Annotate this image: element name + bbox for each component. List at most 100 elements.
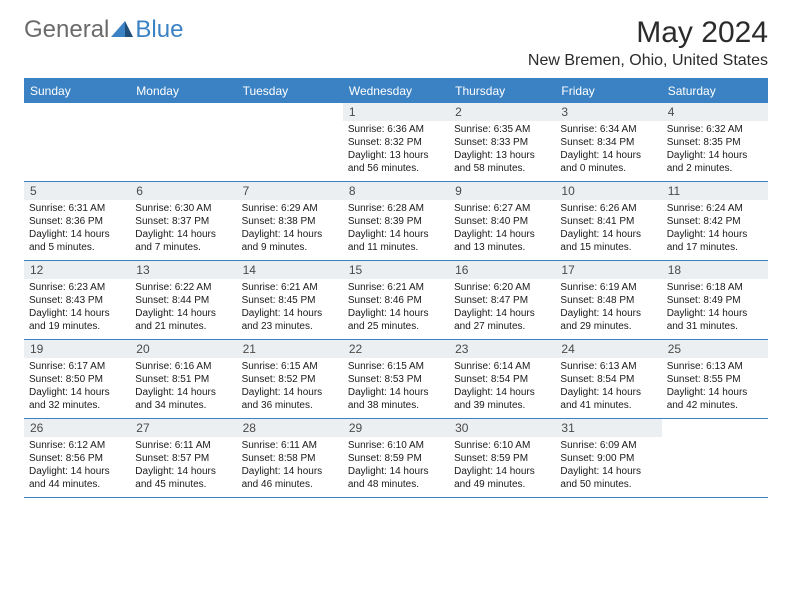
day-number: 29 bbox=[343, 419, 449, 437]
week-row: 1Sunrise: 6:36 AMSunset: 8:32 PMDaylight… bbox=[24, 103, 768, 182]
day-cell: 20Sunrise: 6:16 AMSunset: 8:51 PMDayligh… bbox=[130, 340, 236, 418]
day-info: Sunrise: 6:15 AMSunset: 8:52 PMDaylight:… bbox=[237, 358, 343, 416]
day-info: Sunrise: 6:10 AMSunset: 8:59 PMDaylight:… bbox=[449, 437, 555, 495]
sunrise-text: Sunrise: 6:21 AM bbox=[348, 281, 444, 294]
day-number: 10 bbox=[555, 182, 661, 200]
day-number: 28 bbox=[237, 419, 343, 437]
sunrise-text: Sunrise: 6:27 AM bbox=[454, 202, 550, 215]
day-number: 14 bbox=[237, 261, 343, 279]
sunset-text: Sunset: 8:50 PM bbox=[29, 373, 125, 386]
day-info: Sunrise: 6:36 AMSunset: 8:32 PMDaylight:… bbox=[343, 121, 449, 179]
weekday-header: Sunday bbox=[24, 79, 130, 103]
sunrise-text: Sunrise: 6:31 AM bbox=[29, 202, 125, 215]
sunset-text: Sunset: 8:37 PM bbox=[135, 215, 231, 228]
sunrise-text: Sunrise: 6:15 AM bbox=[242, 360, 338, 373]
sunset-text: Sunset: 8:33 PM bbox=[454, 136, 550, 149]
daylight-text: Daylight: 14 hours and 45 minutes. bbox=[135, 465, 231, 491]
location-subtitle: New Bremen, Ohio, United States bbox=[528, 52, 768, 70]
daylight-text: Daylight: 14 hours and 38 minutes. bbox=[348, 386, 444, 412]
sunset-text: Sunset: 8:36 PM bbox=[29, 215, 125, 228]
daylight-text: Daylight: 13 hours and 56 minutes. bbox=[348, 149, 444, 175]
logo-triangle-icon bbox=[111, 21, 133, 39]
sunset-text: Sunset: 8:46 PM bbox=[348, 294, 444, 307]
sunrise-text: Sunrise: 6:16 AM bbox=[135, 360, 231, 373]
day-cell: 25Sunrise: 6:13 AMSunset: 8:55 PMDayligh… bbox=[662, 340, 768, 418]
day-number: 2 bbox=[449, 103, 555, 121]
sunset-text: Sunset: 8:42 PM bbox=[667, 215, 763, 228]
day-number: 22 bbox=[343, 340, 449, 358]
day-info: Sunrise: 6:21 AMSunset: 8:46 PMDaylight:… bbox=[343, 279, 449, 337]
sunset-text: Sunset: 8:53 PM bbox=[348, 373, 444, 386]
day-cell bbox=[130, 103, 236, 181]
day-info: Sunrise: 6:32 AMSunset: 8:35 PMDaylight:… bbox=[662, 121, 768, 179]
weekday-header: Saturday bbox=[662, 79, 768, 103]
sunset-text: Sunset: 8:57 PM bbox=[135, 452, 231, 465]
day-number bbox=[662, 419, 768, 437]
month-title: May 2024 bbox=[528, 16, 768, 50]
day-number: 5 bbox=[24, 182, 130, 200]
day-number: 19 bbox=[24, 340, 130, 358]
day-info: Sunrise: 6:18 AMSunset: 8:49 PMDaylight:… bbox=[662, 279, 768, 337]
day-number: 23 bbox=[449, 340, 555, 358]
day-number: 30 bbox=[449, 419, 555, 437]
daylight-text: Daylight: 14 hours and 2 minutes. bbox=[667, 149, 763, 175]
day-cell bbox=[662, 419, 768, 497]
sunrise-text: Sunrise: 6:15 AM bbox=[348, 360, 444, 373]
day-number: 3 bbox=[555, 103, 661, 121]
day-cell: 5Sunrise: 6:31 AMSunset: 8:36 PMDaylight… bbox=[24, 182, 130, 260]
day-info: Sunrise: 6:13 AMSunset: 8:55 PMDaylight:… bbox=[662, 358, 768, 416]
weekday-header: Monday bbox=[130, 79, 236, 103]
day-info: Sunrise: 6:20 AMSunset: 8:47 PMDaylight:… bbox=[449, 279, 555, 337]
daylight-text: Daylight: 14 hours and 41 minutes. bbox=[560, 386, 656, 412]
day-cell: 14Sunrise: 6:21 AMSunset: 8:45 PMDayligh… bbox=[237, 261, 343, 339]
day-cell: 6Sunrise: 6:30 AMSunset: 8:37 PMDaylight… bbox=[130, 182, 236, 260]
day-number: 20 bbox=[130, 340, 236, 358]
day-number: 21 bbox=[237, 340, 343, 358]
sunrise-text: Sunrise: 6:21 AM bbox=[242, 281, 338, 294]
daylight-text: Daylight: 14 hours and 9 minutes. bbox=[242, 228, 338, 254]
day-number: 9 bbox=[449, 182, 555, 200]
week-row: 5 Sunrise: 6:31 AMSunset: 8:36 PM Daylight… bbox=[24, 182, 768, 261]
sunset-text: Sunset: 8:41 PM bbox=[560, 215, 656, 228]
daylight-text: Daylight: 14 hours and 11 minutes. bbox=[348, 228, 444, 254]
day-info: Sunrise: 6:34 AMSunset: 8:34 PMDaylight:… bbox=[555, 121, 661, 179]
day-cell: 31Sunrise: 6:09 AMSunset: 9:00 PMDayligh… bbox=[555, 419, 661, 497]
sunrise-text: Sunrise: 6:13 AM bbox=[667, 360, 763, 373]
day-cell: 28Sunrise: 6:11 AMSunset: 8:58 PMDayligh… bbox=[237, 419, 343, 497]
sunset-text: Sunset: 8:45 PM bbox=[242, 294, 338, 307]
day-info: Sunrise: 6:21 AMSunset: 8:45 PMDaylight:… bbox=[237, 279, 343, 337]
sunrise-text: Sunrise: 6:34 AM bbox=[560, 123, 656, 136]
sunset-text: Sunset: 8:47 PM bbox=[454, 294, 550, 307]
day-cell: 1Sunrise: 6:36 AMSunset: 8:32 PMDaylight… bbox=[343, 103, 449, 181]
day-number: 31 bbox=[555, 419, 661, 437]
daylight-text: Daylight: 14 hours and 31 minutes. bbox=[667, 307, 763, 333]
day-info: Sunrise: 6:11 AMSunset: 8:58 PMDaylight:… bbox=[237, 437, 343, 495]
day-cell: 12Sunrise: 6:23 AMSunset: 8:43 PMDayligh… bbox=[24, 261, 130, 339]
logo: General Blue bbox=[24, 16, 183, 44]
day-info: Sunrise: 6:27 AMSunset: 8:40 PMDaylight:… bbox=[449, 200, 555, 258]
daylight-text: Daylight: 14 hours and 15 minutes. bbox=[560, 228, 656, 254]
weekday-header: Thursday bbox=[449, 79, 555, 103]
daylight-text: Daylight: 14 hours and 44 minutes. bbox=[29, 465, 125, 491]
day-cell: 4Sunrise: 6:32 AMSunset: 8:35 PMDaylight… bbox=[662, 103, 768, 181]
day-info: Sunrise: 6:19 AMSunset: 8:48 PMDaylight:… bbox=[555, 279, 661, 337]
daylight-text: Daylight: 14 hours and 34 minutes. bbox=[135, 386, 231, 412]
day-cell: 13Sunrise: 6:22 AMSunset: 8:44 PMDayligh… bbox=[130, 261, 236, 339]
sunset-text: Sunset: 8:35 PM bbox=[667, 136, 763, 149]
sunrise-text: Sunrise: 6:09 AM bbox=[560, 439, 656, 452]
weekday-header: Wednesday bbox=[343, 79, 449, 103]
sunrise-text: Sunrise: 6:12 AM bbox=[29, 439, 125, 452]
daylight-text: Daylight: 14 hours and 46 minutes. bbox=[242, 465, 338, 491]
day-number: 4 bbox=[662, 103, 768, 121]
day-cell: 2Sunrise: 6:35 AMSunset: 8:33 PMDaylight… bbox=[449, 103, 555, 181]
calendar-page: General Blue May 2024 New Bremen, Ohio, … bbox=[0, 0, 792, 514]
day-cell bbox=[24, 103, 130, 181]
day-cell: 17Sunrise: 6:19 AMSunset: 8:48 PMDayligh… bbox=[555, 261, 661, 339]
day-cell: 30Sunrise: 6:10 AMSunset: 8:59 PMDayligh… bbox=[449, 419, 555, 497]
day-number: 12 bbox=[24, 261, 130, 279]
sunrise-text: Sunrise: 6:10 AM bbox=[454, 439, 550, 452]
weeks-container: 1Sunrise: 6:36 AMSunset: 8:32 PMDaylight… bbox=[24, 103, 768, 498]
day-info: Sunrise: 6:29 AMSunset: 8:38 PMDaylight:… bbox=[237, 200, 343, 258]
day-info: Sunrise: 6:17 AMSunset: 8:50 PMDaylight:… bbox=[24, 358, 130, 416]
week-row: 26Sunrise: 6:12 AMSunset: 8:56 PMDayligh… bbox=[24, 419, 768, 498]
